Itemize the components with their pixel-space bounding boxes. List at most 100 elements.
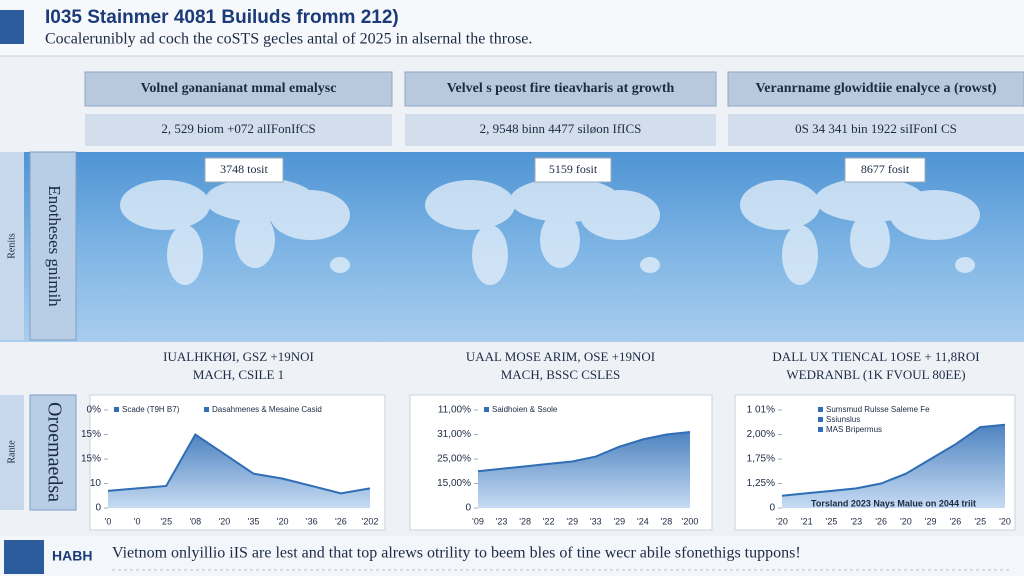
subtitle: Cocalerunibly ad coch the coSTS gecles a… [45,31,532,48]
y-tick-label: 11,00% [438,405,471,416]
legend-label: Ssiunslus [826,415,860,424]
x-tick-label: '36 [306,516,318,526]
x-tick-label: '28 [661,516,673,526]
y-tick-label: 31,00% [437,429,471,440]
title: I035 Stainmer 4081 Builuds fromm 212) [45,7,399,28]
y-tick-label: 15% [81,429,101,440]
legend-label: Scade (T9H B7) [122,405,180,414]
header-bar [0,0,1024,56]
sidebar-label: Rante [6,440,17,464]
area [478,432,690,508]
x-tick-label: '0 [105,516,112,526]
figure: 2, 529 biom +072 alIFonIfCS [161,121,315,136]
x-tick-label: '26 [950,516,962,526]
x-tick-label: '21 [801,516,813,526]
legend-swatch [204,407,209,412]
area [108,434,370,508]
sidebar-panel [29,151,77,341]
column-heading-box [84,71,393,107]
column-heading: Velvel s peost fire tieavharis at growth [447,81,675,96]
x-tick-label: '35 [248,516,260,526]
area [782,424,1005,508]
column-heading: Volnel gənanianat mmal emalysc [141,81,337,96]
x-tick-label: '26 [875,516,887,526]
legend-label: Sumsmud Rulsse Saleme Fe [826,405,930,414]
world-maps [120,178,980,285]
x-tick-label: '22 [543,516,555,526]
x-tick-label: '09 [472,516,484,526]
y-tick-label: 15,00% [437,478,471,489]
x-tick-label: '20 [999,516,1011,526]
legend-label: MAS Bripermus [826,425,882,434]
map-label: 3748 tosit [220,162,268,176]
area-line [107,433,371,495]
sidebar-heading: Enotheses gnimih [45,185,64,307]
y-tick-label: 10 [90,478,102,489]
column-heading-box [727,71,1024,107]
figure-box [85,114,392,146]
figure: 2, 9548 binn 4477 siløon IfICS [480,121,642,136]
y-tick-label: 0% [87,405,102,416]
map-label: 5159 fosit [549,162,598,176]
sidebar-heading: Oroemaedsa [43,402,65,502]
x-tick-label: '08 [189,516,201,526]
x-tick-label: '25 [160,516,172,526]
sidebar-tab [0,152,24,340]
x-tick-label: '28 [519,516,531,526]
legend-swatch [818,407,823,412]
y-tick-label: 25,00% [437,454,471,465]
x-tick-label: '200 [682,516,699,526]
map-label: 8677 fosit [861,162,910,176]
summary-line: DALL UX TIENCAL 1OSE + 11,8ROI [772,349,979,364]
header-icon [0,10,24,44]
x-tick-label: '23 [496,516,508,526]
summary-line: UAAL MOSE ARIM, OSE +19NOI [466,349,655,364]
footer-logo-icon [4,540,44,574]
x-tick-label: '29 [925,516,937,526]
figure: 0S 34 341 bin 1922 siIFonI CS [795,121,957,136]
x-tick-label: '20 [277,516,289,526]
footer-bar [0,536,1024,576]
map-label-box [204,157,284,183]
y-tick-label: 1 01% [747,405,775,416]
x-tick-label: '23 [850,516,862,526]
legend-label: Saidhoien & Ssole [492,405,558,414]
x-tick-label: '20 [776,516,788,526]
y-tick-label: 2,00% [747,429,775,440]
y-tick-label: 15% [81,454,101,465]
x-tick-label: '202 [362,516,379,526]
y-tick-label: 0 [769,503,775,514]
figure-box [405,114,716,146]
y-tick-label: 1,25% [747,478,775,489]
summary-line: IUALHKHØI, GSZ +19NOI [163,349,314,364]
x-tick-label: '25 [974,516,986,526]
sidebar-panel [29,394,77,511]
sidebar-tab [0,395,24,510]
y-tick-label: 0 [95,503,101,514]
x-tick-label: '29 [613,516,625,526]
x-tick-label: '20 [219,516,231,526]
x-tick-label: '29 [566,516,578,526]
footer-text: Vietnom onlyillio iIS are lest and that … [112,545,801,562]
legend-swatch [484,407,489,412]
legend-swatch [818,427,823,432]
x-tick-label: '20 [900,516,912,526]
x-tick-label: '25 [826,516,838,526]
chart-annotation: Torsland 2023 Nays Malue on 2044 triit [811,498,976,508]
column-heading: Veranrname glowidtiie enalyce a (rowst) [755,81,996,96]
y-tick-label: 1,75% [747,454,775,465]
legend-swatch [818,417,823,422]
column-heading-box [404,71,717,107]
y-tick-label: 0 [465,503,471,514]
legend-label: Dasahmenes & Mesaine Casid [212,405,322,414]
area-line [781,423,1006,497]
map-label-box [534,157,612,183]
summary-line: MACH, CSILE 1 [193,367,284,382]
map-label-box [844,157,926,183]
x-tick-label: '26 [335,516,347,526]
sidebar-label: Renits [6,233,17,259]
x-tick-label: '24 [637,516,649,526]
summary-line: WEDRANBL (1K FVOUL 80EE) [786,367,965,382]
